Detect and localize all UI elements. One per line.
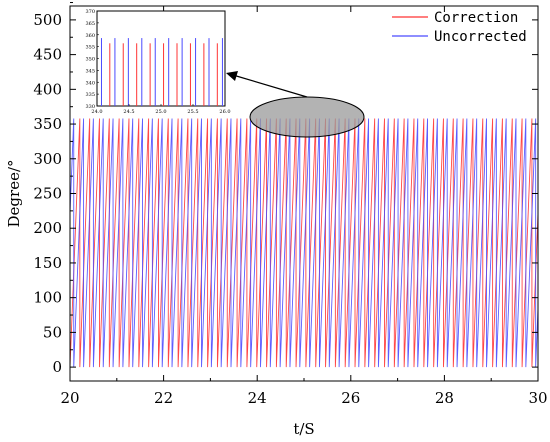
y-tick-label: 450: [33, 46, 62, 64]
inset-x-tick-label: 24.0: [91, 109, 102, 115]
y-tick-label: 50: [43, 323, 62, 341]
legend-label-correction: Correction: [434, 10, 518, 26]
zoom-highlight-ellipse: [249, 96, 365, 138]
y-tick-label: 150: [33, 254, 62, 272]
y-tick-label: 250: [33, 185, 62, 203]
y-tick-label: 200: [33, 219, 62, 237]
inset-y-tick-label: 345: [85, 68, 95, 74]
zoom-arrow-head: [226, 71, 238, 81]
y-tick-label: 0: [52, 358, 62, 376]
inset-y-tick-label: 355: [85, 45, 95, 51]
y-tick-label: 400: [33, 80, 62, 98]
inset-y-tick-label: 370: [85, 9, 95, 15]
inset-y-tick-label: 335: [85, 92, 95, 98]
y-tick-label: 500: [33, 11, 62, 29]
inset-y-tick-label: 340: [85, 80, 95, 86]
inset-x-tick-label: 25.5: [187, 109, 198, 115]
inset-y-tick-label: 360: [85, 33, 95, 39]
y-tick-label: 350: [33, 115, 62, 133]
axes-layer: 20 22 24 26 28 300501001502002503003504004505…: [5, 2, 548, 438]
series-line-uncorrected: [69, 118, 539, 368]
x-tick-label: 22: [154, 389, 173, 407]
inset-y-tick-label: 330: [85, 104, 95, 110]
x-axis-title: t/S: [293, 420, 314, 438]
inset-x-tick-label: 26.0: [219, 109, 230, 115]
y-tick-label: 100: [33, 289, 62, 307]
x-tick-label: 30: [528, 389, 547, 407]
legend-label-uncorrected: Uncorrected: [434, 29, 527, 45]
inset-frame: [96, 10, 226, 107]
series-layer: [69, 118, 539, 368]
series-line-correction: [69, 118, 539, 368]
inset-y-tick-label: 350: [85, 57, 95, 63]
x-tick-label: 28: [435, 389, 454, 407]
y-tick-label: 300: [33, 150, 62, 168]
x-tick-label: 26: [341, 389, 360, 407]
inset-y-tick-label: 365: [85, 21, 95, 27]
x-tick-label: 24: [248, 389, 267, 407]
inset-x-tick-label: 24.5: [123, 109, 134, 115]
inset-x-tick-label: 25.0: [155, 109, 166, 115]
y-axis-title: Degree/°: [5, 160, 23, 228]
inset-layer: 24.0 24.5 25.0 25.5 26.0 330 335 340 345 350 355 36…: [85, 9, 365, 138]
x-tick-label: 20: [60, 389, 79, 407]
legend: Correction Uncorrected: [392, 10, 527, 45]
zoom-arrow-line: [232, 74, 308, 98]
